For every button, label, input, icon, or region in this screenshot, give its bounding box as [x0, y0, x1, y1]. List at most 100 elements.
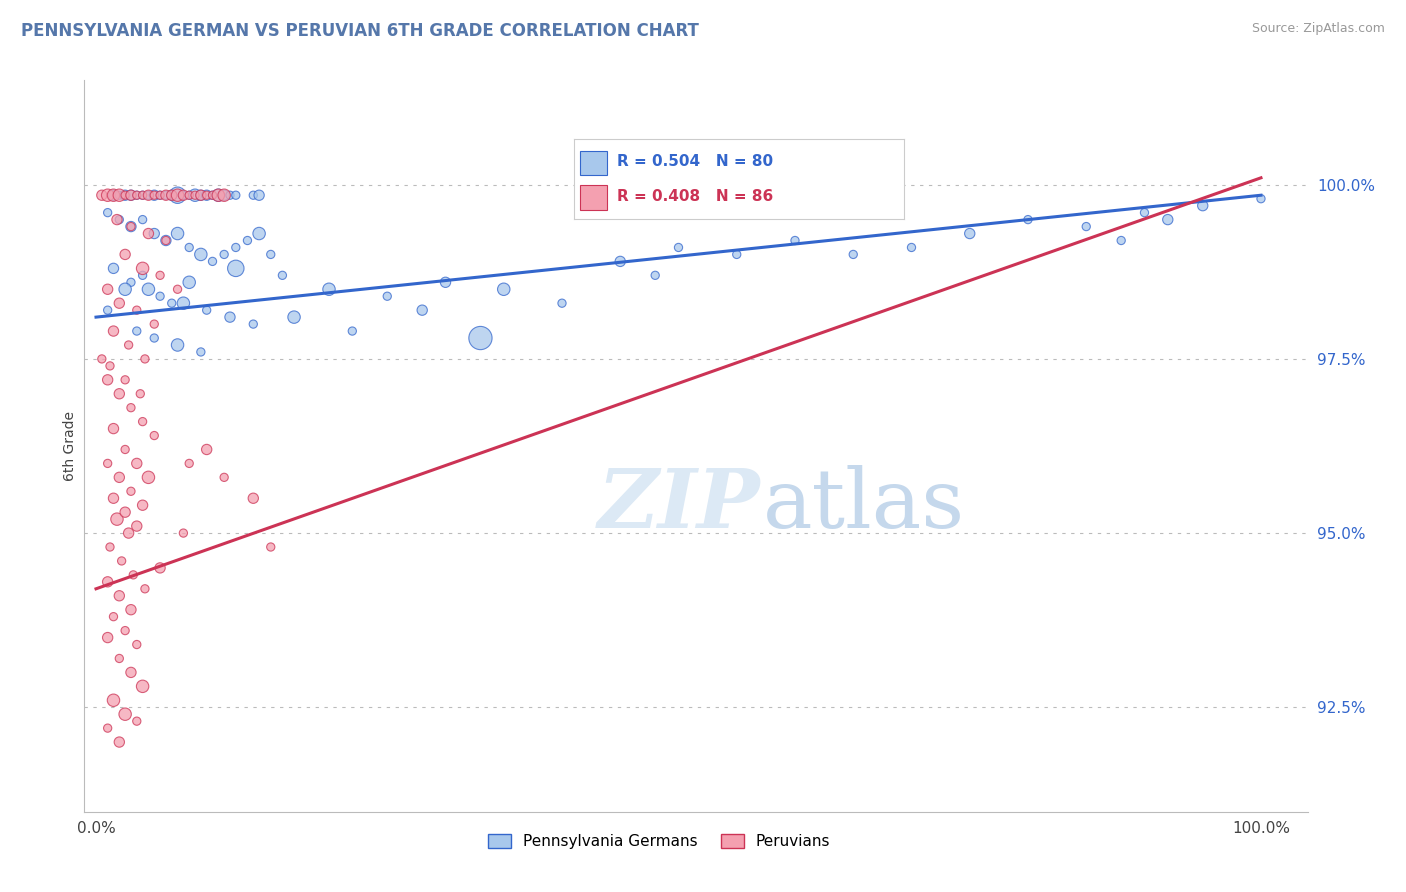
Point: [179, 188, 201, 202]
Point: [125, 188, 148, 202]
Point: [114, 247, 136, 261]
Point: [644, 268, 666, 283]
Point: [125, 638, 148, 652]
Point: [131, 679, 153, 693]
Text: PENNSYLVANIA GERMAN VS PERUVIAN 6TH GRADE CORRELATION CHART: PENNSYLVANIA GERMAN VS PERUVIAN 6TH GRAD…: [21, 22, 699, 40]
Point: [97, 631, 120, 645]
Point: [120, 484, 142, 499]
Point: [138, 188, 160, 202]
Point: [103, 188, 125, 202]
Point: [190, 247, 212, 261]
Point: [149, 188, 172, 202]
Point: [149, 561, 172, 575]
Point: [143, 227, 166, 241]
Point: [90, 351, 112, 366]
Point: [179, 188, 201, 202]
Point: [143, 428, 166, 442]
Point: [201, 254, 224, 268]
Point: [207, 188, 229, 202]
Point: [318, 282, 340, 296]
Point: [125, 188, 148, 202]
Point: [97, 373, 120, 387]
Point: [470, 331, 492, 345]
Point: [125, 324, 148, 338]
Point: [160, 188, 183, 202]
Point: [242, 317, 264, 331]
Point: [1250, 192, 1272, 206]
Point: [143, 317, 166, 331]
Point: [247, 227, 270, 241]
Point: [668, 240, 690, 254]
Point: [172, 188, 194, 202]
Point: [271, 268, 294, 283]
Point: [149, 268, 172, 283]
Point: [225, 240, 247, 254]
Point: [125, 519, 148, 533]
Point: [190, 345, 212, 359]
Point: [103, 609, 125, 624]
Point: [195, 442, 218, 457]
Point: [105, 512, 128, 526]
Point: [219, 188, 242, 202]
Point: [114, 624, 136, 638]
Point: [212, 188, 235, 202]
Point: [166, 188, 188, 202]
Point: [108, 386, 131, 401]
Point: [97, 457, 120, 471]
Point: [375, 289, 398, 303]
Point: [1076, 219, 1098, 234]
Point: [201, 188, 224, 202]
Point: [103, 261, 125, 276]
Point: [108, 296, 131, 310]
Point: [97, 574, 120, 589]
Point: [131, 268, 153, 283]
Point: [120, 401, 142, 415]
Point: [184, 188, 207, 202]
Point: [551, 296, 574, 310]
Point: [131, 498, 153, 512]
Point: [114, 282, 136, 296]
Point: [179, 457, 201, 471]
Point: [160, 188, 183, 202]
Point: [98, 359, 121, 373]
Point: [103, 324, 125, 338]
Point: [117, 526, 139, 541]
Text: Source: ZipAtlas.com: Source: ZipAtlas.com: [1251, 22, 1385, 36]
Point: [172, 526, 194, 541]
Point: [725, 247, 748, 261]
Point: [125, 714, 148, 728]
Point: [959, 227, 981, 241]
Point: [103, 693, 125, 707]
Point: [108, 470, 131, 484]
Point: [125, 457, 148, 471]
Point: [1157, 212, 1180, 227]
Point: [108, 735, 131, 749]
Point: [1191, 199, 1213, 213]
Point: [97, 188, 120, 202]
Point: [138, 470, 160, 484]
Point: [434, 275, 457, 289]
Point: [260, 247, 283, 261]
Point: [166, 282, 188, 296]
Point: [166, 227, 188, 241]
Point: [1133, 205, 1156, 219]
Point: [138, 227, 160, 241]
Point: [166, 188, 188, 202]
Point: [149, 188, 172, 202]
Text: atlas: atlas: [763, 465, 966, 544]
Point: [108, 212, 131, 227]
Point: [131, 415, 153, 429]
Legend: Pennsylvania Germans, Peruvians: Pennsylvania Germans, Peruvians: [482, 828, 837, 855]
Point: [108, 188, 131, 202]
Point: [492, 282, 515, 296]
Point: [900, 240, 922, 254]
Point: [125, 303, 148, 318]
Point: [143, 188, 166, 202]
Point: [114, 188, 136, 202]
Point: [190, 188, 212, 202]
Point: [114, 373, 136, 387]
Point: [120, 275, 142, 289]
Point: [195, 188, 218, 202]
Point: [783, 234, 806, 248]
Point: [103, 491, 125, 506]
